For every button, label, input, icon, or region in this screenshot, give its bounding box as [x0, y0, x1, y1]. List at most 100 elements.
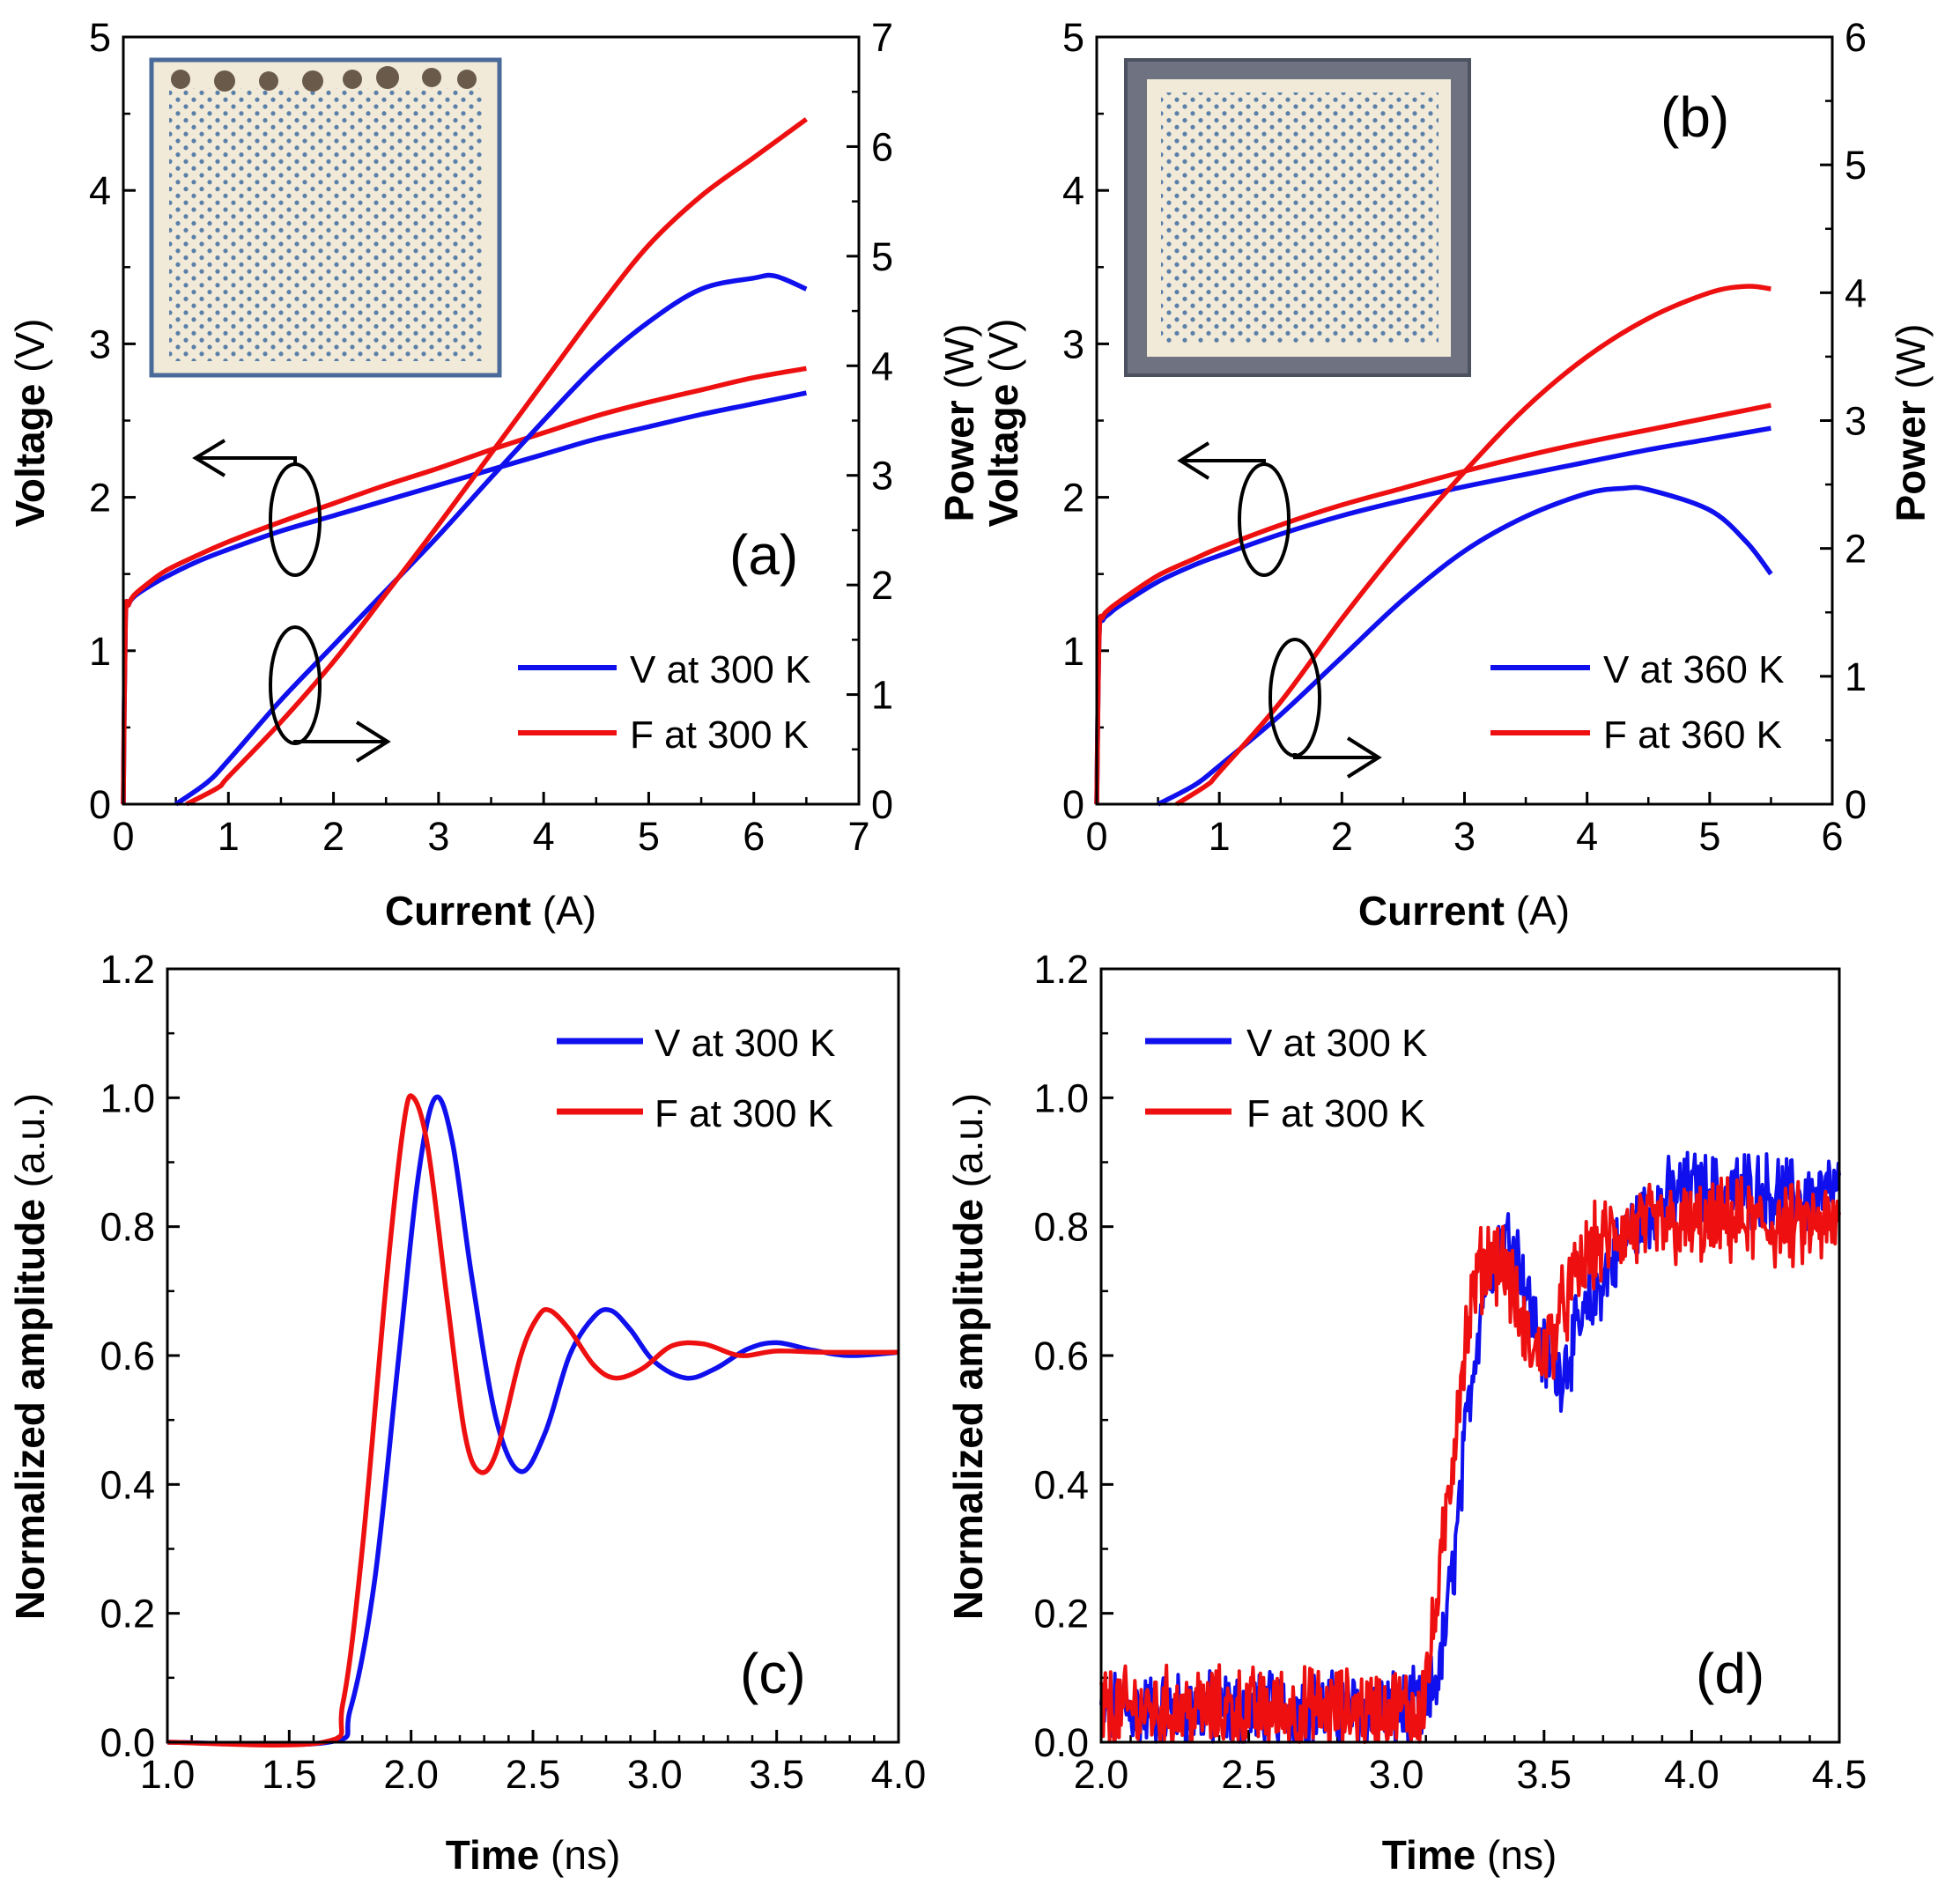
panel-label-c: (c) [740, 1642, 806, 1705]
legend-label-f: F at 300 K [1246, 1092, 1425, 1135]
y-tick-label: 0 [89, 782, 111, 827]
y-tick-label: 0.0 [1033, 1720, 1089, 1765]
y-tick-label: 1.2 [100, 947, 155, 992]
panel-label-b: (b) [1660, 85, 1729, 149]
y-tick-label: 5 [1062, 15, 1084, 60]
chart-d-xlabel: Time (ns) [1382, 1832, 1557, 1878]
y-right-tick-label: 5 [871, 234, 893, 279]
y-tick-label: 0.4 [100, 1462, 155, 1507]
legend-label-v: V at 360 K [1603, 648, 1784, 691]
y-right-tick-label: 6 [1845, 15, 1867, 60]
y-tick-label: 5 [89, 15, 111, 60]
x-tick-label: 2.0 [383, 1752, 439, 1797]
y-right-tick-label: 5 [1845, 143, 1867, 188]
chart-a-frame [122, 35, 861, 806]
x-tick-label: 6 [743, 814, 765, 859]
chart-d-legend: V at 300 K F at 300 K [1145, 1022, 1427, 1135]
x-tick-label: 5 [638, 814, 660, 859]
y-tick-label: 3 [1062, 321, 1084, 366]
series-line-f-power [1175, 284, 1771, 807]
y-tick-label: 2 [1062, 476, 1084, 521]
chart-c-series [166, 1093, 899, 1748]
panel-label-d: (d) [1696, 1642, 1764, 1705]
chart-b-axis-indicator [1177, 441, 1382, 779]
y-tick-label: 0.6 [100, 1334, 155, 1378]
y-right-tick-label: 1 [1845, 654, 1867, 699]
chart-b-series [1094, 284, 1773, 807]
x-tick-label: 1 [218, 814, 240, 859]
x-tick-label: 2.5 [506, 1752, 561, 1797]
x-tick-label: 3.0 [1369, 1752, 1424, 1797]
y-right-tick-label: 0 [871, 782, 893, 827]
x-tick-label: 1.0 [140, 1752, 196, 1797]
chart-a-ylabel: Voltage (V) [7, 319, 53, 528]
chart-a-legend: V at 300 K F at 300 K [518, 648, 810, 757]
chart-b-ylabel-right: Power (W) [1888, 324, 1934, 522]
x-tick-label: 4.0 [871, 1752, 927, 1797]
y-tick-label: 0.0 [100, 1720, 155, 1765]
y-tick-label: 3 [89, 321, 111, 366]
y-tick-label: 0.2 [1033, 1592, 1089, 1637]
y-tick-label: 0 [1062, 782, 1084, 827]
y-tick-label: 0.4 [1033, 1462, 1089, 1507]
series-line-f-at-300-k [166, 1093, 899, 1748]
chart-d-ylabel: Normalized amplitude (a.u.) [945, 1093, 991, 1620]
x-tick-label: 3 [1453, 814, 1476, 859]
y-right-tick-label: 4 [871, 344, 893, 388]
x-tick-label: 1 [1209, 814, 1231, 859]
y-right-tick-label: 6 [871, 124, 893, 169]
legend-label-v: V at 300 K [630, 648, 810, 691]
y-tick-label: 1.0 [1033, 1075, 1089, 1120]
chart-d-ticks: 2.0 2.5 3.0 3.5 4.0 4.5 0.0 0.2 0.4 0.6 0.8 1.0 1.2 [1033, 947, 1867, 1797]
x-tick-label: 0 [112, 814, 134, 859]
panel-label-a: (a) [729, 523, 798, 587]
y-right-tick-label: 0 [1845, 782, 1867, 827]
legend-label-f: F at 300 K [655, 1092, 833, 1135]
series-line-f-at-300-k [1099, 1175, 1841, 1744]
chart-b-ylabel: Voltage (V) [980, 319, 1026, 528]
chart-c-legend: V at 300 K F at 300 K [557, 1022, 835, 1135]
x-tick-label: 1.5 [262, 1752, 317, 1797]
x-tick-label: 2 [322, 814, 344, 859]
y-tick-label: 1 [1062, 629, 1084, 674]
chart-a-series [121, 117, 809, 807]
chart-c-frame [166, 967, 900, 1744]
legend-label-f: F at 360 K [1603, 713, 1782, 757]
y-right-tick-label: 2 [871, 563, 893, 608]
x-tick-label: 4.5 [1812, 1752, 1868, 1797]
y-right-tick-label: 7 [871, 15, 893, 60]
y-tick-label: 1 [89, 629, 111, 674]
chart-panel-c: 1.0 1.5 2.0 2.5 3.0 3.5 4.0 0.0 0.2 0.4 0.6 0.8 1.0 1… [7, 947, 926, 1878]
series-line-v-at-300-k [166, 1094, 899, 1748]
x-tick-label: 2.0 [1074, 1752, 1129, 1797]
chart-d-series [1099, 1150, 1841, 1744]
series-line-f-at-360-k [1094, 403, 1771, 805]
y-tick-label: 0.2 [100, 1592, 155, 1637]
y-tick-label: 0.6 [1033, 1334, 1089, 1378]
chart-a-ylabel-right: Power (W) [936, 324, 982, 522]
x-tick-label: 3.0 [627, 1752, 683, 1797]
y-tick-label: 1.2 [1033, 947, 1089, 992]
chart-b-xlabel: Current (A) [1358, 888, 1570, 934]
x-tick-label: 2 [1331, 814, 1353, 859]
series-line-f-at-300-k [121, 366, 807, 805]
chart-b-legend: V at 360 K F at 360 K [1490, 648, 1784, 757]
y-tick-label: 4 [89, 168, 111, 213]
chart-a-axis-indicator [192, 439, 391, 763]
y-right-tick-label: 2 [1845, 527, 1867, 572]
chart-a-xlabel: Current (A) [385, 888, 596, 934]
x-tick-label: 4 [533, 814, 555, 859]
chart-c-xlabel: Time (ns) [446, 1832, 621, 1878]
chart-d-frame [1099, 967, 1841, 1744]
x-tick-label: 4 [1576, 814, 1598, 859]
x-tick-label: 6 [1821, 814, 1843, 859]
chart-b-inset-photo [1124, 58, 1471, 377]
x-tick-label: 0 [1085, 814, 1107, 859]
legend-label-f: F at 300 K [630, 713, 809, 757]
y-right-tick-label: 4 [1845, 270, 1867, 315]
x-tick-label: 2.5 [1221, 1752, 1276, 1797]
